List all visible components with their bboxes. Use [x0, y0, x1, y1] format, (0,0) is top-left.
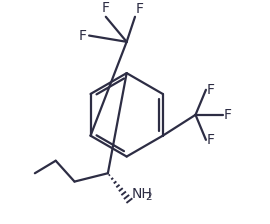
Text: F: F — [79, 28, 87, 43]
Text: F: F — [207, 133, 215, 147]
Text: F: F — [136, 2, 144, 16]
Text: F: F — [207, 83, 215, 97]
Text: F: F — [102, 1, 110, 15]
Text: NH: NH — [132, 187, 153, 201]
Text: F: F — [224, 108, 232, 122]
Text: 2: 2 — [146, 192, 152, 202]
